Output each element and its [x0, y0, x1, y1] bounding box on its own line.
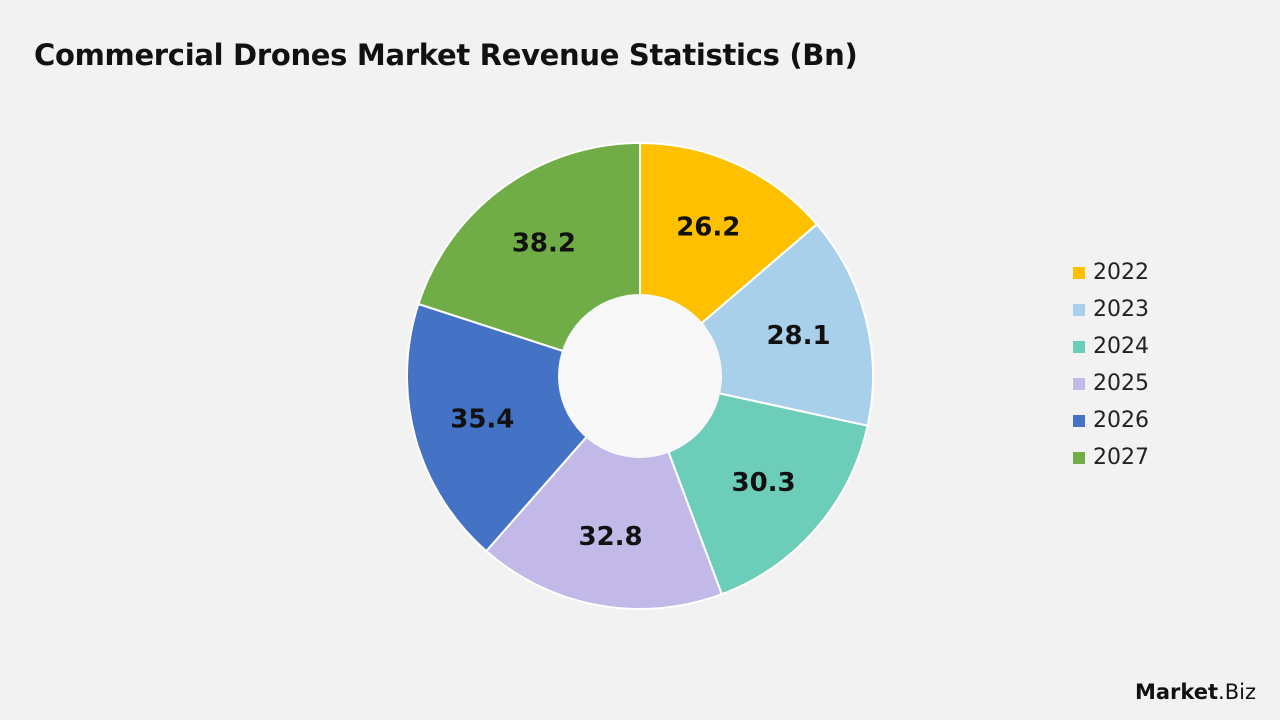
doughnut-hole — [558, 294, 722, 458]
legend-item-2027[interactable]: 2027 — [1073, 439, 1149, 476]
legend-label: 2025 — [1093, 371, 1149, 396]
legend-label: 2023 — [1093, 297, 1149, 322]
chart-data-labels: 26.2 28.1 30.3 32.8 35.4 38.2 — [450, 212, 830, 551]
legend-item-2026[interactable]: 2026 — [1073, 402, 1149, 439]
data-label-2025: 32.8 — [579, 522, 643, 552]
legend-item-2025[interactable]: 2025 — [1073, 365, 1149, 402]
legend-label: 2026 — [1093, 408, 1149, 433]
data-label-2022: 26.2 — [676, 212, 740, 242]
data-label-2027: 38.2 — [512, 229, 576, 259]
data-label-2023: 28.1 — [766, 321, 830, 351]
chart-title: Commercial Drones Market Revenue Statist… — [34, 38, 858, 72]
chart-legend: 2022 2023 2024 2025 2026 2027 — [1073, 254, 1149, 476]
legend-item-2022[interactable]: 2022 — [1073, 254, 1149, 291]
legend-swatch — [1073, 340, 1085, 353]
legend-swatch — [1073, 303, 1085, 316]
brand-bold: Market — [1134, 680, 1219, 704]
data-label-2026: 35.4 — [450, 404, 514, 434]
data-label-2024: 30.3 — [732, 468, 796, 498]
legend-label: 2022 — [1093, 260, 1149, 285]
legend-item-2023[interactable]: 2023 — [1073, 291, 1149, 328]
brand-regular: .Biz — [1218, 680, 1256, 704]
legend-swatch — [1073, 414, 1085, 427]
legend-swatch — [1073, 377, 1085, 390]
legend-swatch — [1073, 451, 1085, 464]
legend-label: 2027 — [1093, 445, 1149, 470]
legend-swatch — [1073, 266, 1085, 279]
brand-logo: Market.Biz — [1135, 680, 1256, 704]
slice-2025[interactable] — [484, 374, 724, 610]
legend-label: 2024 — [1093, 334, 1149, 359]
legend-item-2024[interactable]: 2024 — [1073, 328, 1149, 365]
